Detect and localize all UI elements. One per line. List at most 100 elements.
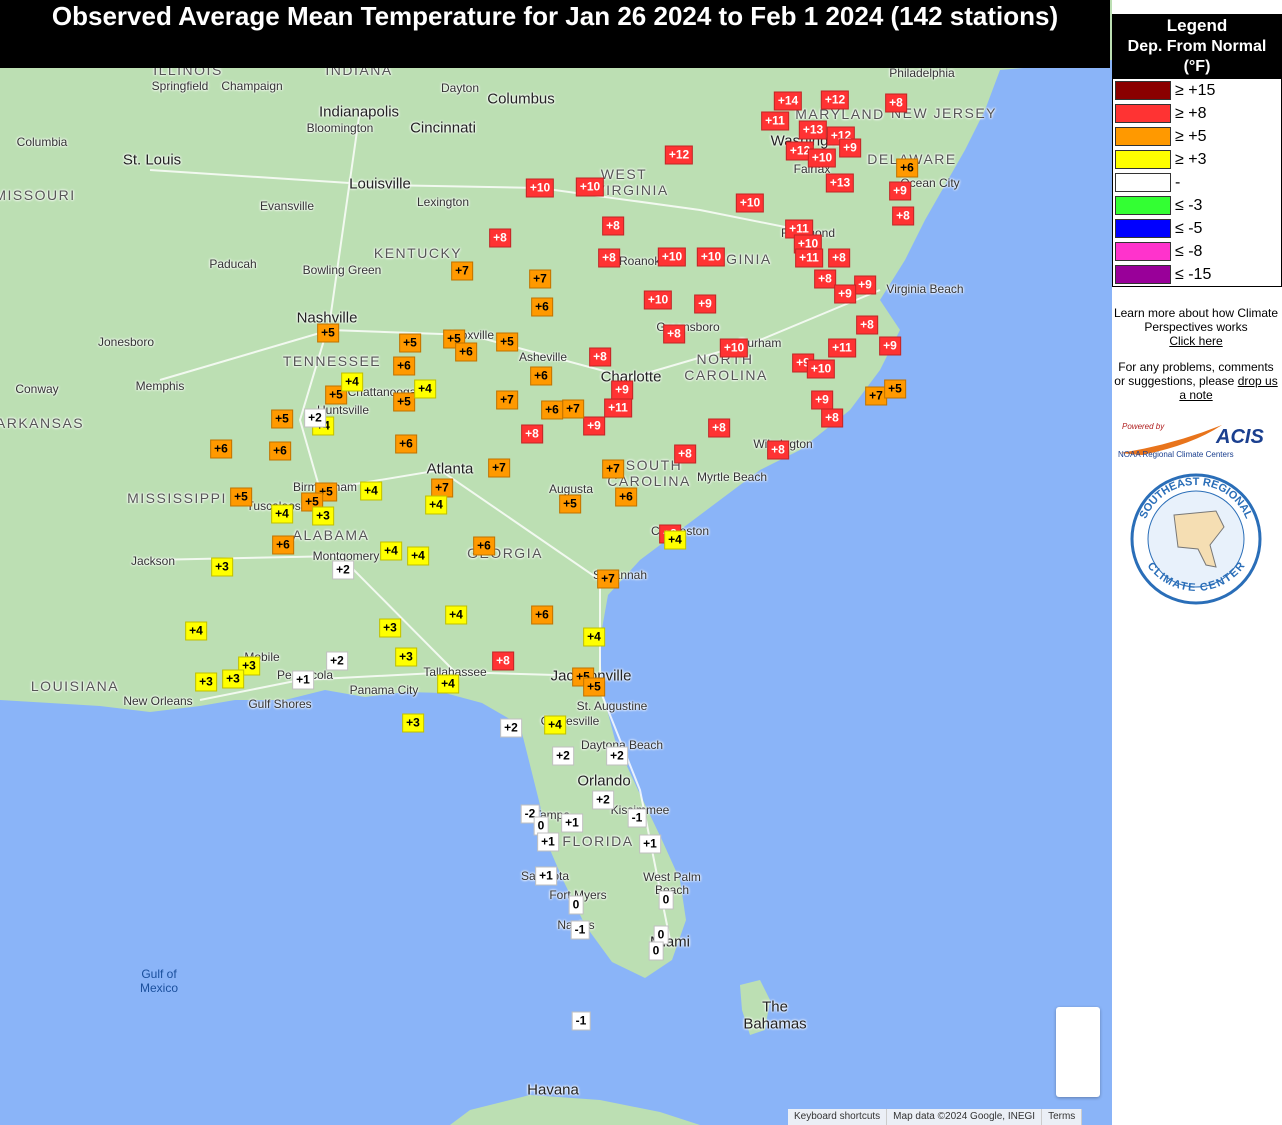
place-label: Gulf Shores [248, 697, 312, 711]
place-label: Fort Myers [549, 888, 607, 902]
map[interactable]: ILLINOIS INDIANA Springfield Champaign India… [0, 0, 1112, 1125]
place-label: Conway [15, 382, 59, 396]
legend-swatch [1115, 242, 1171, 261]
place-label: Myrtle Beach [696, 470, 768, 484]
station-marker: +8 [856, 315, 878, 335]
legend-item: ≥ +8 [1113, 102, 1281, 125]
legend-label: - [1175, 173, 1181, 191]
place-label: Lexington [416, 195, 470, 209]
station-marker: +2 [552, 746, 574, 766]
station-marker: +6 [531, 605, 553, 625]
station-marker: +8 [708, 418, 730, 438]
station-marker: +6 [541, 400, 563, 420]
station-marker: +8 [814, 269, 836, 289]
place-label: LOUISIANA [30, 678, 120, 694]
station-marker: +5 [399, 333, 421, 353]
station-marker: +6 [395, 434, 417, 454]
station-marker: +5 [317, 323, 339, 343]
station-marker: +5 [583, 677, 605, 697]
station-marker: +3 [395, 647, 417, 667]
station-marker: +7 [529, 269, 551, 289]
legend-label: ≤ -15 [1175, 265, 1212, 283]
place-label: St. Augustine [576, 699, 648, 713]
station-marker: +8 [492, 651, 514, 671]
footer-link: Keyboard shortcuts [788, 1109, 888, 1125]
place-label: Atlanta [426, 460, 474, 478]
station-marker: +10 [525, 178, 555, 198]
legend-label: ≤ -8 [1175, 242, 1203, 260]
place-label: Mexico [139, 981, 179, 995]
place-label: Jonesboro [97, 335, 155, 349]
station-marker: +1 [535, 866, 557, 886]
station-marker: -1 [571, 1011, 591, 1031]
station-marker: +3 [379, 618, 401, 638]
station-marker: +1 [639, 834, 661, 854]
station-marker: +6 [615, 487, 637, 507]
station-marker: 0 [568, 895, 584, 915]
legend-item: ≤ -5 [1113, 217, 1281, 240]
station-marker: +9 [583, 416, 605, 436]
place-label: Montgomery [312, 549, 380, 563]
place-label: Gulf of [141, 967, 177, 981]
legend-item: ≥ +3 [1113, 148, 1281, 171]
station-marker: +9 [879, 336, 901, 356]
legend-swatch [1115, 81, 1171, 100]
station-marker: +2 [304, 408, 326, 428]
place-label: Augusta [548, 482, 594, 496]
station-marker: +4 [583, 627, 605, 647]
place-label: West Palm [643, 870, 701, 884]
station-marker: +8 [767, 440, 789, 460]
place-label: Panama City [349, 683, 419, 697]
station-marker: 0 [658, 890, 674, 910]
acis: ACIS [1215, 426, 1264, 448]
station-marker: +8 [828, 248, 850, 268]
place-label: CAROLINA [607, 473, 691, 489]
place-label: SOUTH [625, 457, 683, 473]
legend-label: ≤ -3 [1175, 196, 1203, 214]
station-marker: -1 [627, 808, 647, 828]
station-marker: +11 [828, 338, 856, 358]
zoom-control[interactable] [1056, 1007, 1100, 1097]
legend-label: ≥ +15 [1175, 81, 1216, 99]
station-marker: +6 [272, 535, 294, 555]
station-marker: +6 [393, 356, 415, 376]
contact-text: For any problems, comments or suggestion… [1114, 360, 1274, 388]
station-marker: +13 [825, 173, 855, 193]
noaa-rcc: NOAA Regional Climate Centers [1118, 450, 1234, 459]
contact: For any problems, comments or suggestion… [1112, 360, 1280, 402]
place-label: Dayton [440, 81, 480, 95]
learn-more: Learn more about how Climate Perspective… [1112, 306, 1280, 348]
station-marker: +10 [807, 148, 837, 168]
station-marker: +4 [341, 372, 363, 392]
station-marker: +4 [360, 481, 382, 501]
station-marker: +12 [664, 145, 694, 165]
learn-link[interactable]: Click here [1169, 334, 1223, 348]
station-marker: +12 [820, 90, 850, 110]
land [450, 1095, 700, 1125]
station-marker: +1 [292, 670, 314, 690]
station-marker: +8 [821, 408, 843, 428]
station-marker: +7 [602, 459, 624, 479]
station-marker: +7 [488, 458, 510, 478]
station-marker: +7 [496, 390, 518, 410]
place-label: CAROLINA [684, 367, 768, 383]
place-label: New Orleans [123, 694, 193, 708]
footer-link: Terms [1042, 1109, 1083, 1125]
legend-swatch [1115, 127, 1171, 146]
station-marker: +10 [575, 177, 605, 197]
land [0, 0, 1112, 978]
contact-link[interactable]: drop us a note [1179, 374, 1278, 402]
station-marker: +5 [496, 332, 518, 352]
station-marker: +6 [455, 342, 477, 362]
place-label: TENNESSEE [282, 353, 382, 369]
learn-text: Learn more about how Climate Perspective… [1113, 306, 1279, 334]
station-marker: +4 [437, 674, 459, 694]
station-marker: +8 [589, 347, 611, 367]
place-label: Jackson [130, 554, 176, 568]
legend-title: Legend [1113, 15, 1281, 37]
place-label: Champaign [221, 79, 283, 93]
station-marker: +9 [611, 380, 633, 400]
place-label: Columbia [16, 135, 68, 149]
station-marker: +14 [773, 91, 803, 111]
